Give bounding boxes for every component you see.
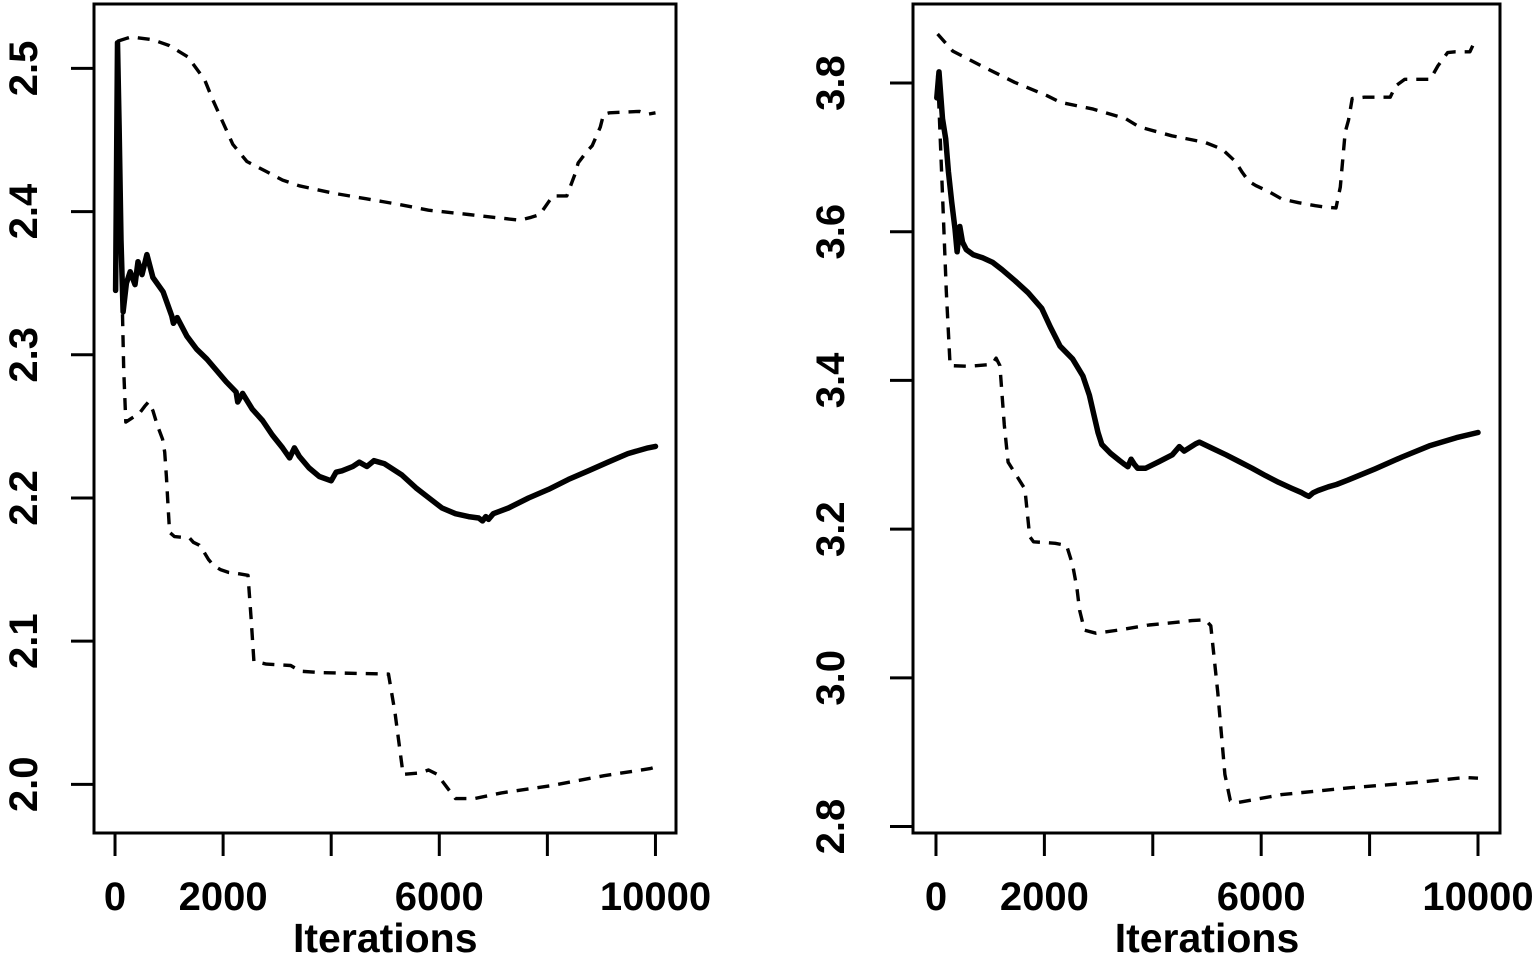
lower-quantile-line (115, 41, 656, 801)
y-axis: 2.0 2.1 2.2 2.3 2.4 2.5 (2, 41, 94, 812)
y-tick-label: 3.4 (809, 352, 853, 408)
x-axis: 0 2000 6000 10000 (104, 833, 711, 919)
plot-box (911, 2, 1502, 835)
right-panel: 0 2000 6000 10000 2.8 3.0 3.2 3.4 3.6 3.8 Iteratio… (809, 2, 1534, 959)
median-line (112, 39, 659, 524)
plot-box (92, 2, 678, 835)
y-tick-label: 2.8 (809, 799, 853, 855)
y-axis: 2.8 3.0 3.2 3.4 3.6 3.8 (809, 55, 913, 854)
y-tick-label: 3.0 (809, 650, 853, 706)
lower-quantile-line (935, 75, 1479, 805)
x-tick-label: 6000 (395, 875, 484, 919)
y-tick-label: 2.0 (2, 757, 46, 813)
x-axis-title: Iterations (293, 915, 478, 959)
upper-quantile-line (936, 32, 1477, 210)
x-tick-label: 2000 (179, 875, 268, 919)
x-tick-label: 10000 (600, 875, 711, 919)
left-panel: 0 2000 6000 10000 2.0 2.1 2.2 2.3 2.4 2.5 Iteratio… (2, 2, 711, 959)
x-tick-label: 0 (104, 875, 126, 919)
median-line (934, 69, 1481, 500)
x-tick-label: 2000 (1000, 875, 1089, 919)
x-tick-label: 6000 (1217, 875, 1306, 919)
y-tick-label: 2.5 (2, 41, 46, 97)
y-tick-label: 3.6 (809, 204, 853, 260)
upper-quantile-line (116, 35, 656, 222)
y-tick-label: 2.3 (2, 327, 46, 383)
x-axis-title: Iterations (1115, 915, 1300, 959)
x-axis: 0 2000 6000 10000 (925, 833, 1534, 919)
y-tick-label: 2.2 (2, 470, 46, 526)
y-tick-label: 3.8 (809, 55, 853, 111)
x-tick-label: 10000 (1422, 875, 1533, 919)
x-tick-label: 0 (925, 875, 947, 919)
y-tick-label: 2.4 (2, 183, 46, 239)
y-tick-label: 3.2 (809, 501, 853, 557)
y-tick-label: 2.1 (2, 613, 46, 669)
